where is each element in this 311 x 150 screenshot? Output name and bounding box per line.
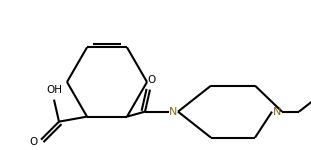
Text: O: O — [148, 75, 156, 85]
Text: OH: OH — [46, 85, 62, 95]
Text: N: N — [169, 107, 177, 117]
Text: N: N — [273, 107, 281, 117]
Text: O: O — [30, 137, 38, 147]
